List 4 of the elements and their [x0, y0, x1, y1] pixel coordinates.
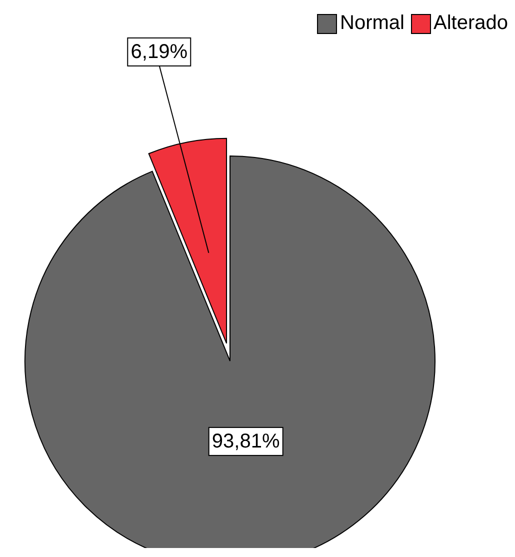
data-label: 6,19%	[130, 40, 188, 63]
legend-label: Normal	[340, 12, 404, 35]
data-label: 93,81%	[212, 430, 280, 452]
legend-label: Alterado	[434, 12, 508, 35]
